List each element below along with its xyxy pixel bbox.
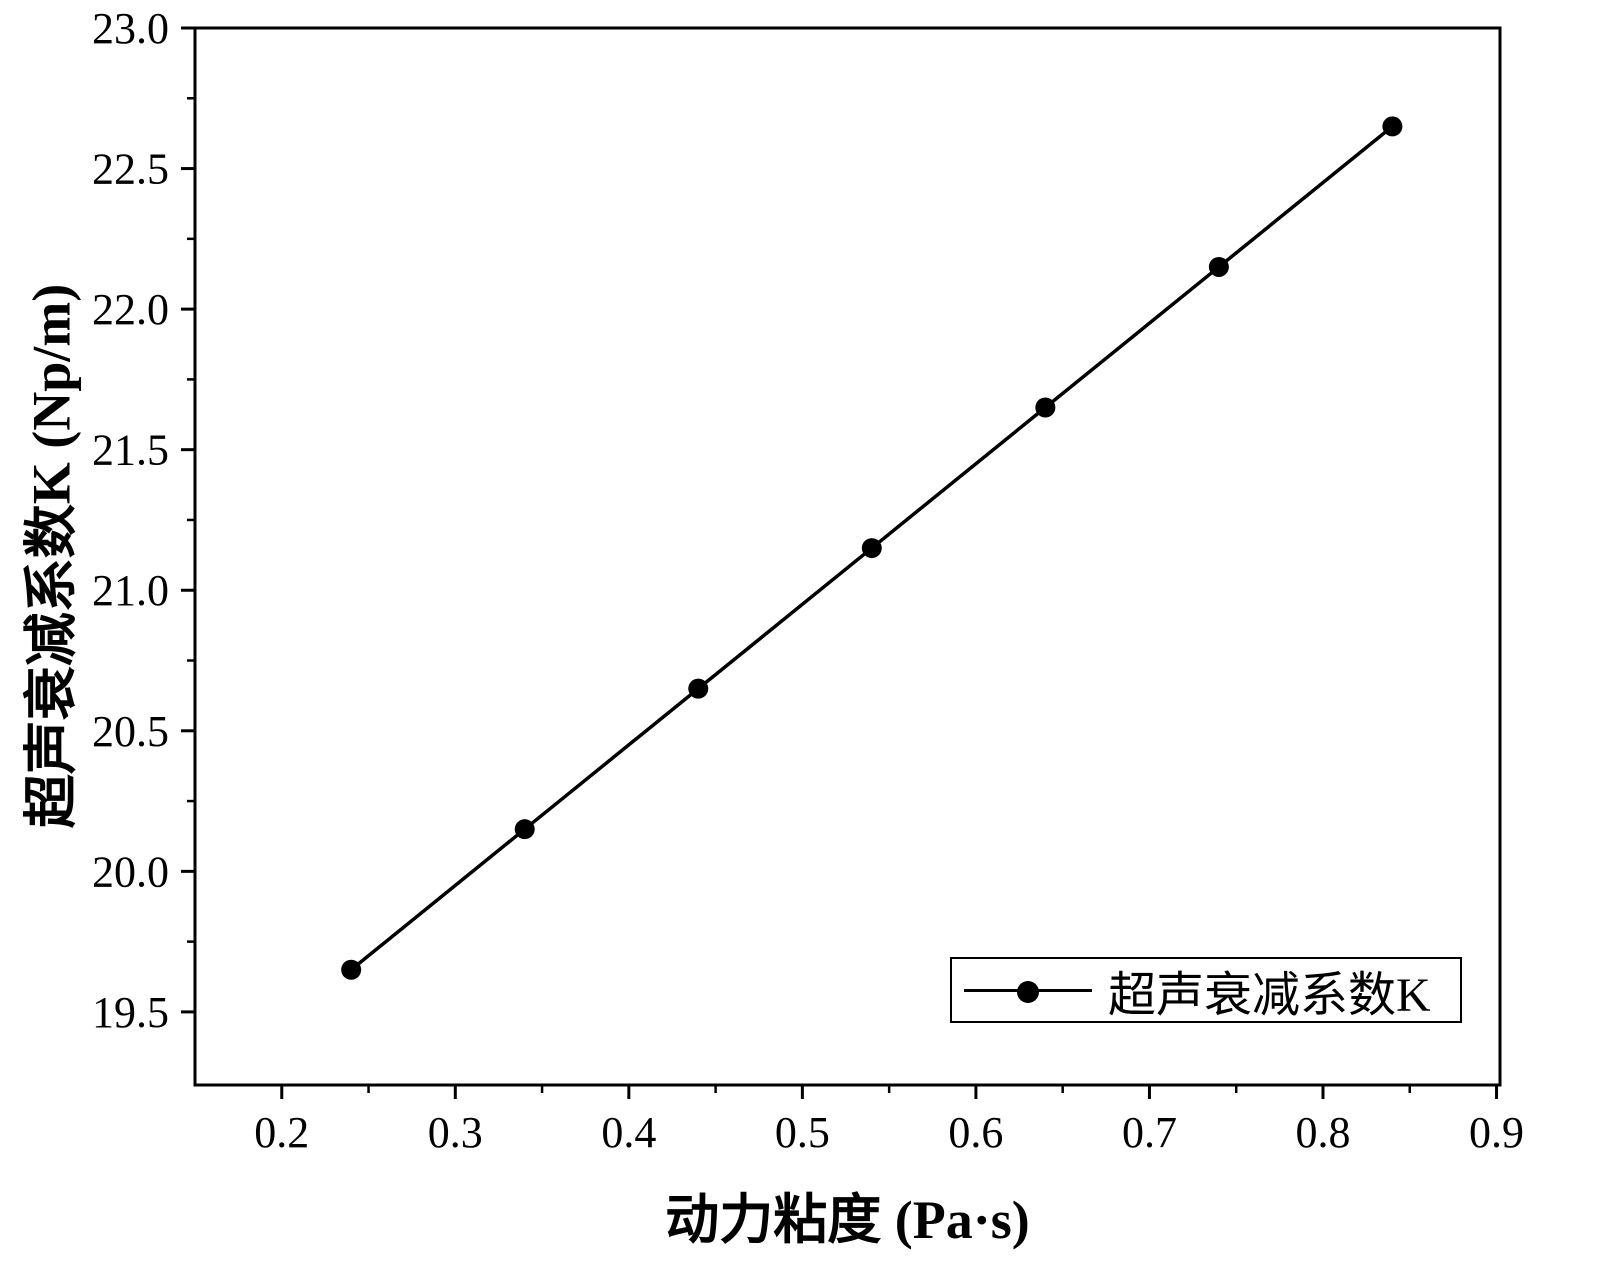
legend-label: 超声衰减系数K [1108,969,1431,1022]
x-tick-label: 0.9 [1469,1108,1524,1157]
y-tick-label: 21.5 [92,426,169,475]
legend-box: 超声衰减系数K [950,957,1462,1023]
data-point [1382,116,1403,137]
y-tick-label: 22.0 [92,285,169,334]
y-tick-label: 23.0 [92,4,169,53]
legend-marker-icon [1017,980,1039,1003]
x-axis-title: 动力粘度 (Pa·s) [665,1190,1030,1250]
x-tick-label: 0.2 [254,1108,309,1157]
data-point [1035,397,1056,418]
y-tick-label: 22.5 [92,145,169,194]
plot-border [193,26,1502,1087]
x-tick-label: 0.5 [775,1108,830,1157]
data-point [341,959,362,980]
x-tick-label: 0.7 [1122,1108,1177,1157]
x-tick-label: 0.4 [601,1108,656,1157]
y-tick-label: 20.0 [92,847,169,896]
legend-line-sample [964,980,1092,1003]
data-point [688,678,709,699]
data-point [861,538,882,559]
x-tick-label: 0.6 [948,1108,1003,1157]
y-tick-label: 19.5 [92,988,169,1037]
x-tick-label: 0.3 [428,1108,483,1157]
y-axis-title: 超声衰减系数K (Np/m) [21,283,82,829]
x-tick-label: 0.8 [1295,1108,1350,1157]
y-tick-label: 21.0 [92,566,169,615]
data-point [1208,256,1229,277]
data-point [514,819,535,840]
y-tick-label: 20.5 [92,707,169,756]
